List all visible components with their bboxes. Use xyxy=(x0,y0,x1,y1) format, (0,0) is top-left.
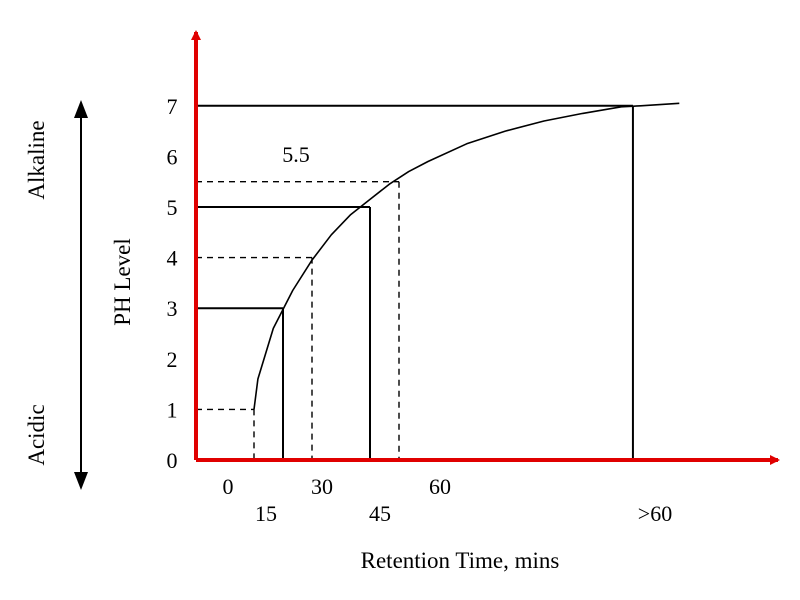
arrow-up-icon xyxy=(74,100,88,118)
y-axis-title: PH Level xyxy=(110,238,135,326)
axes xyxy=(191,30,780,465)
guide-lines xyxy=(196,104,634,460)
y-tick-label-5: 5 xyxy=(167,195,178,220)
x-tick-label-upper-2: 60 xyxy=(429,474,451,499)
alkaline-label: Alkaline xyxy=(24,120,49,199)
arrow-down-icon xyxy=(74,472,88,490)
x-axis-title: Retention Time, mins xyxy=(361,548,560,573)
curve-layer xyxy=(253,102,680,410)
y-tick-label-4: 4 xyxy=(167,246,178,271)
acidic-alkaline-arrow: Alkaline Acidic xyxy=(24,100,88,490)
x-tick-label-upper-0: 0 xyxy=(223,474,234,499)
acidic-label: Acidic xyxy=(24,404,49,465)
x-tick-label-upper-1: 30 xyxy=(311,474,333,499)
y-tick-label-0: 0 xyxy=(167,448,178,473)
y-tick-label-3: 3 xyxy=(167,296,178,321)
ph-curve xyxy=(253,102,680,410)
x-tick-label-lower-1: 45 xyxy=(369,501,391,526)
y-tick-label-1: 1 xyxy=(167,397,178,422)
y-tick-label-2: 2 xyxy=(167,347,178,372)
x-tick-label-lower-2: >60 xyxy=(638,501,672,526)
y-tick-label-7: 7 xyxy=(167,94,178,119)
x-tick-label-lower-0: 15 xyxy=(255,501,277,526)
y-tick-label-6: 6 xyxy=(167,144,178,169)
annotation-5-5: 5.5 xyxy=(282,142,310,167)
